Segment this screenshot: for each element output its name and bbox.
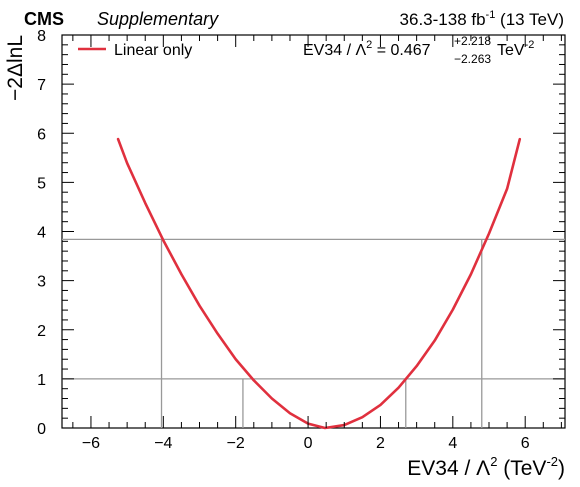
y-tick-label: 8 [37,28,46,45]
y-tick-label: 5 [37,175,46,192]
result-unit-sup: -2 [525,39,535,51]
result-sq: 2 [366,39,372,51]
x-axis-label-sq: 2 [490,454,497,469]
lumi-sup: -1 [486,9,496,21]
x-axis-label: EV34 / Λ2 (TeV-2) [407,454,565,480]
y-tick-label: 0 [37,421,46,438]
x-axis-label-unit-sup: -2 [546,454,558,469]
curve-group [116,137,522,430]
result-annotation: EV34 / Λ2 = 0.467 [303,39,431,59]
result-uncert-up: +2.218 [454,34,491,48]
x-axis-label-unit: (TeV [497,457,546,480]
y-tick-label: 3 [37,274,46,291]
lumi-prefix: 36.3-138 fb [400,10,486,29]
y-tick-label: 6 [37,126,46,143]
y-tick-label: 2 [37,323,46,340]
result-unit: TeV-2 [497,39,534,59]
x-tick-label: −6 [82,435,100,452]
y-tick-label: 4 [37,225,46,242]
lumi-suffix: (13 TeV) [495,10,564,29]
y-tick-label: 1 [37,372,46,389]
result-unit-text: TeV [497,42,525,59]
result-prefix: EV34 / Λ [303,42,366,59]
y-axis-label: −2ΔlnL [4,35,27,101]
y-tick-label: 7 [37,77,46,94]
reference-lines [62,238,565,428]
legend-label-linear-only: Linear only [114,42,192,59]
x-axis-label-close: ) [558,457,565,480]
x-tick-label: 0 [304,435,313,452]
x-tick-label: −4 [154,435,172,452]
x-tick-label: 6 [521,435,530,452]
result-uncert-down: −2.263 [454,52,491,66]
series-line-linear-only [116,137,522,430]
x-tick-label: −2 [227,435,245,452]
supplementary-label: Supplementary [97,9,219,29]
x-tick-label: 2 [376,435,385,452]
x-tick-label: 4 [448,435,457,452]
cms-label: CMS [24,9,64,29]
result-eq: = 0.467 [372,42,430,59]
lumi-label: 36.3-138 fb-1 (13 TeV) [400,9,564,29]
ticks-group [62,34,565,429]
x-axis-label-prefix: EV34 / Λ [407,457,490,480]
tick-labels: −6 −4 −2 0 2 4 6 0 1 2 3 4 5 6 7 8 [37,28,530,452]
